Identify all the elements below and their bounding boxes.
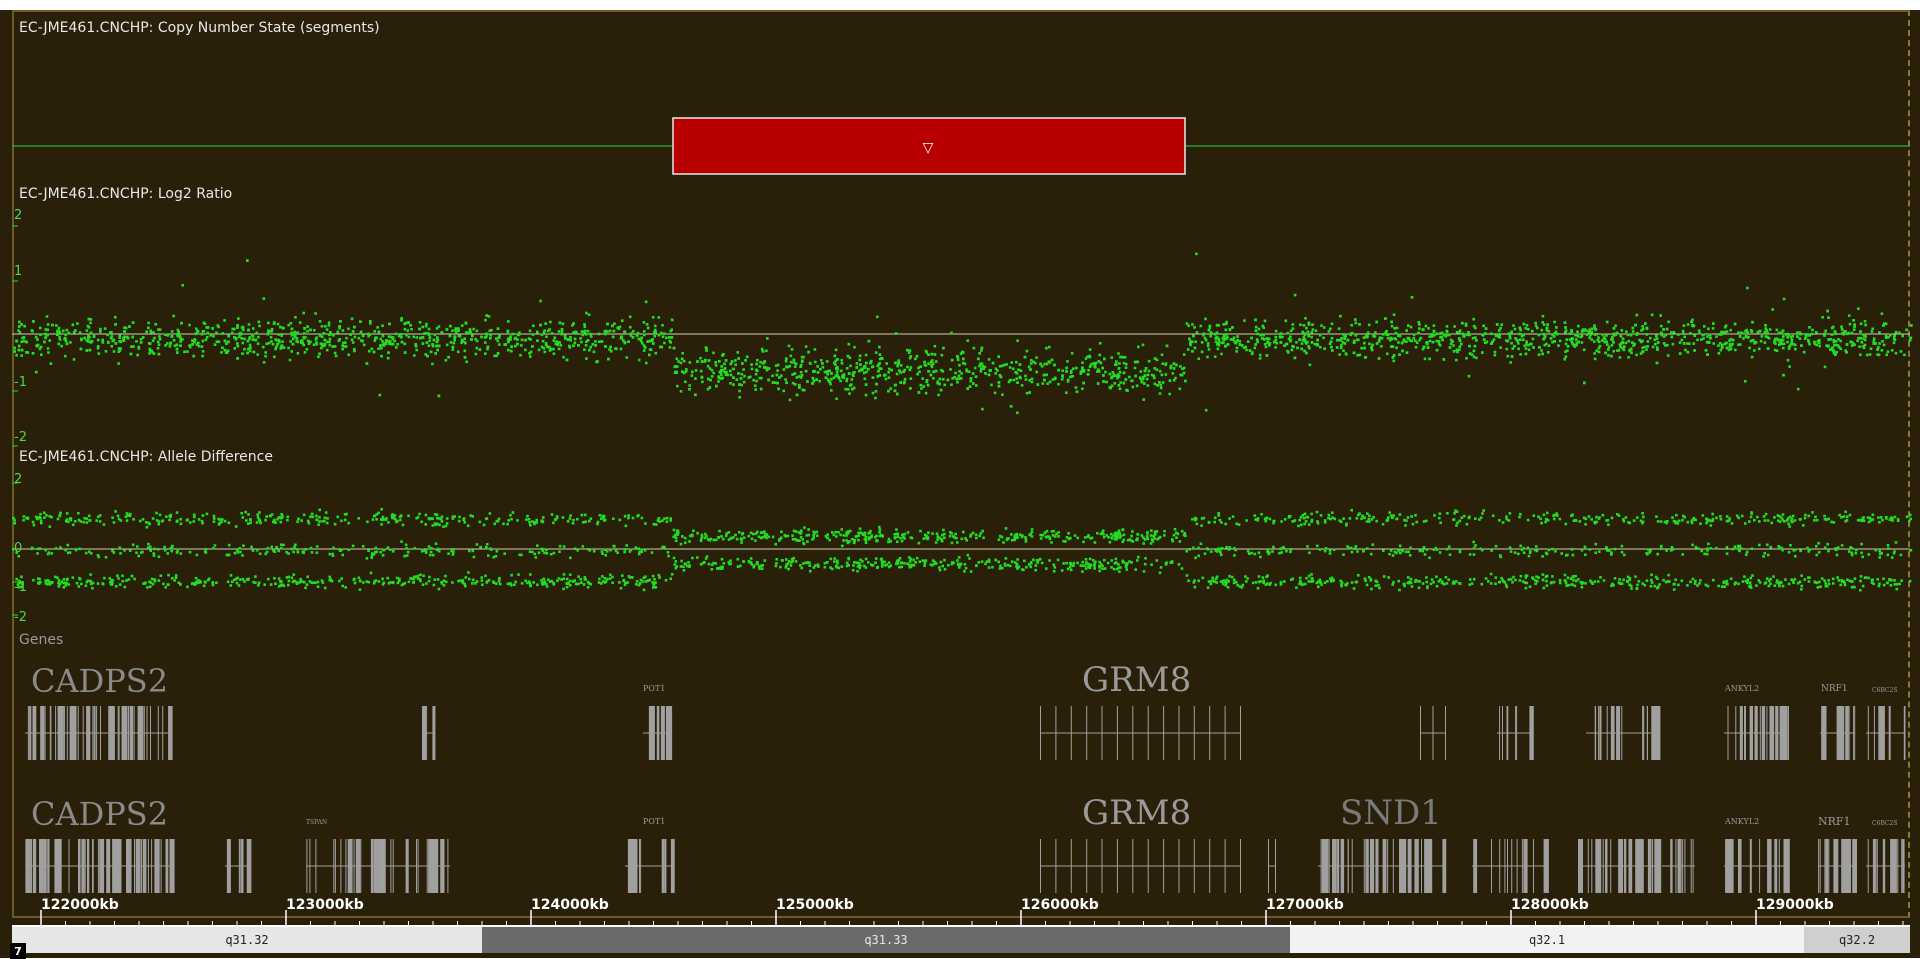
log2-scatter-plot[interactable] bbox=[0, 206, 1920, 456]
gene-label-nrf1-row2[interactable]: NRF1 bbox=[1818, 815, 1851, 828]
log2-tick-neg2: -2 bbox=[14, 430, 27, 445]
ruler-label-122000kb: 122000kb bbox=[41, 897, 119, 913]
chromosome-badge: 7 bbox=[10, 943, 26, 959]
gene-glyph-grm8-row2 bbox=[1040, 839, 1241, 893]
ruler-label-123000kb: 123000kb bbox=[286, 897, 364, 913]
gene-glyph-k-row2 bbox=[1662, 839, 1695, 893]
gene-label-ankyl2[interactable]: ANKYL2 bbox=[1725, 684, 1759, 693]
log2-tick-2: 2 bbox=[14, 208, 22, 223]
log2-track-label: EC-JME461.CNCHP: Log2 Ratio bbox=[19, 186, 232, 202]
log2-tick-1: 1 bbox=[14, 264, 22, 279]
gene-glyph-ankyl2 bbox=[1724, 706, 1789, 760]
gene-glyph-nrf1 bbox=[1820, 706, 1855, 760]
band-q32-1[interactable]: q32.1 bbox=[1290, 927, 1804, 953]
gene-glyph-pot1-row2 bbox=[625, 839, 675, 893]
allele-points bbox=[12, 508, 1912, 592]
gene-glyph-tspan-row2 bbox=[306, 839, 450, 893]
gene-glyph-cadps2 bbox=[25, 706, 173, 760]
gene-glyph-h-row2 bbox=[1268, 839, 1276, 893]
gene-glyph-i-row2 bbox=[1472, 839, 1549, 893]
gene-label-pot1[interactable]: POT1 bbox=[643, 684, 665, 693]
band-q31-32[interactable]: q31.32 bbox=[12, 927, 482, 953]
gene-glyph-g-row2 bbox=[225, 839, 251, 893]
gene-label-cadps2[interactable]: CADPS2 bbox=[31, 662, 168, 700]
allele-tick-neg1: -1 bbox=[14, 580, 27, 595]
gene-glyph-j-row2 bbox=[1578, 839, 1661, 893]
gene-label-grm8[interactable]: GRM8 bbox=[1082, 660, 1191, 700]
ruler-label-127000kb: 127000kb bbox=[1266, 897, 1344, 913]
gene-glyph-cadps2-row2 bbox=[25, 839, 175, 893]
segments-track[interactable]: ▽ bbox=[0, 10, 1920, 185]
gene-label-nrf1[interactable]: NRF1 bbox=[1821, 684, 1848, 694]
gene-glyph-b bbox=[1420, 706, 1446, 760]
allele-tick-2: 2 bbox=[14, 472, 22, 487]
ruler-label-129000kb: 129000kb bbox=[1756, 897, 1834, 913]
allele-tick-0: 0 bbox=[14, 541, 22, 556]
gene-glyph-a bbox=[422, 706, 435, 760]
ruler-label-125000kb: 125000kb bbox=[776, 897, 854, 913]
band-q32-2[interactable]: q32.2 bbox=[1804, 927, 1910, 953]
genes-track[interactable] bbox=[0, 650, 1920, 900]
gene-label-pot1-row2[interactable]: POT1 bbox=[643, 817, 665, 826]
allele-scatter-plot[interactable] bbox=[0, 470, 1920, 640]
gene-label-snd1-row2[interactable]: SND1 bbox=[1340, 793, 1442, 833]
chromosome-ideogram[interactable]: q31.32 q31.33 q32.1 q32.2 bbox=[12, 927, 1910, 953]
gene-label-tspan-row2[interactable]: TSPAN bbox=[306, 819, 327, 826]
gene-glyph-grm8 bbox=[1040, 706, 1241, 760]
segment-marker-icon: ▽ bbox=[923, 140, 934, 156]
genome-browser-viewer[interactable]: EC-JME461.CNCHP: Copy Number State (segm… bbox=[0, 10, 1920, 958]
gene-glyph-nrf1-row2 bbox=[1818, 839, 1857, 893]
allele-tick-neg2: -2 bbox=[14, 610, 27, 625]
ruler-label-124000kb: 124000kb bbox=[531, 897, 609, 913]
gene-glyph-l-row2 bbox=[1866, 839, 1905, 893]
gene-label-ankyl2-row2[interactable]: ANKYL2 bbox=[1725, 817, 1759, 826]
gene-glyph-snd1-row2 bbox=[1318, 839, 1446, 893]
gene-label-small[interactable]: C6BC2S bbox=[1872, 687, 1897, 694]
gene-glyph-ankyl2-row2 bbox=[1724, 839, 1790, 893]
gene-label-small-row2[interactable]: C6BC2S bbox=[1872, 820, 1897, 827]
log2-tick-neg1: -1 bbox=[14, 375, 27, 390]
allele-track-label: EC-JME461.CNCHP: Allele Difference bbox=[19, 449, 273, 465]
gene-label-grm8-row2[interactable]: GRM8 bbox=[1082, 793, 1191, 833]
ruler-label-126000kb: 126000kb bbox=[1021, 897, 1099, 913]
gene-glyph-c bbox=[1497, 706, 1534, 760]
ruler-label-128000kb: 128000kb bbox=[1511, 897, 1589, 913]
log2-points bbox=[13, 253, 1912, 415]
band-q31-33[interactable]: q31.33 bbox=[482, 927, 1290, 953]
gene-label-cadps2-row2[interactable]: CADPS2 bbox=[31, 795, 168, 833]
gene-glyph-f bbox=[1866, 706, 1906, 760]
genes-track-label: Genes bbox=[19, 632, 63, 648]
gene-glyph-pot1 bbox=[643, 706, 672, 760]
